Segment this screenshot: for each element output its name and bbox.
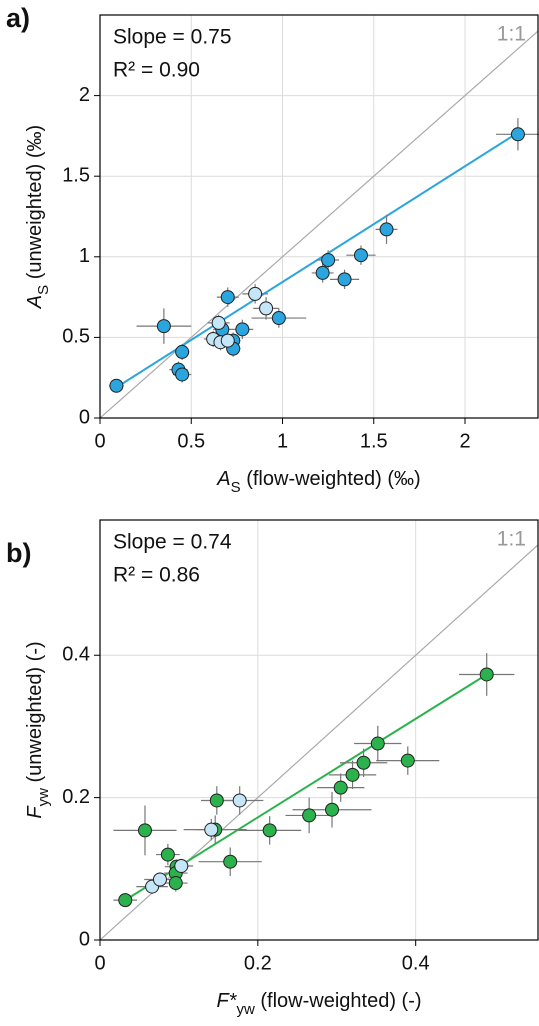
point — [259, 301, 274, 316]
annotation: R² = 0.86 — [113, 564, 200, 587]
x-tick-label: 1.5 — [360, 430, 388, 452]
x-axis-label: F*yw (flow-weighted) (-) — [216, 990, 421, 1018]
label-symbol: F — [24, 805, 46, 819]
point — [223, 854, 238, 869]
y-axis-label: AS (unweighted) (‰) — [24, 125, 52, 309]
identity-label: 1:1 — [497, 528, 526, 551]
point — [168, 876, 183, 891]
panel-label: a) — [6, 3, 30, 33]
point — [337, 272, 352, 287]
point — [345, 767, 360, 782]
y-tick-label: 0 — [79, 928, 90, 950]
point — [510, 127, 525, 142]
y-tick-label: 2 — [79, 84, 90, 106]
y-tick-label: 0.2 — [62, 786, 90, 808]
point — [160, 847, 175, 862]
y-tick-label: 0 — [79, 406, 90, 428]
x-tick-label: 2 — [459, 430, 470, 452]
point — [248, 286, 263, 301]
label-subscript: S — [231, 479, 241, 496]
plot-frame — [99, 519, 539, 941]
point — [370, 736, 385, 751]
point — [400, 753, 415, 768]
point — [118, 893, 133, 908]
point — [333, 780, 348, 795]
point — [209, 793, 224, 808]
point — [235, 322, 250, 337]
identity-line — [100, 30, 538, 418]
y-axis-label: Fyw (unweighted) (-) — [24, 641, 52, 818]
point — [353, 248, 368, 263]
point — [302, 808, 317, 823]
plot-frame — [99, 14, 539, 419]
y-tick-label: 0.4 — [62, 644, 90, 666]
label-text: (flow-weighted) (‰) — [241, 468, 421, 490]
point — [262, 823, 277, 838]
x-tick-label: 0.5 — [177, 430, 205, 452]
point — [174, 858, 189, 873]
label-symbol: A — [24, 295, 46, 309]
point — [479, 667, 494, 682]
point — [175, 367, 190, 382]
point — [271, 311, 286, 326]
point — [379, 222, 394, 237]
label-subscript: S — [35, 285, 52, 295]
label-symbol: F* — [216, 990, 237, 1012]
point — [220, 333, 235, 348]
point — [325, 802, 340, 817]
point — [356, 755, 371, 770]
x-tick-label: 0 — [94, 952, 105, 974]
y-tick-label: 1.5 — [62, 164, 90, 186]
x-tick-label: 0.4 — [402, 952, 430, 974]
y-tick-label: 1 — [79, 245, 90, 267]
point — [321, 253, 336, 268]
panel-label: b) — [6, 538, 31, 568]
point — [232, 793, 247, 808]
identity-label: 1:1 — [497, 23, 526, 46]
x-axis-label: AS (flow-weighted) (‰) — [216, 468, 420, 496]
y-tick-label: 0.5 — [62, 326, 90, 348]
annotation: R² = 0.90 — [113, 59, 200, 82]
annotation: Slope = 0.74 — [113, 531, 232, 554]
x-tick-label: 1 — [277, 430, 288, 452]
point — [152, 872, 167, 887]
point — [137, 823, 152, 838]
label-text: (unweighted) (‰) — [24, 125, 46, 285]
label-text: (unweighted) (-) — [24, 641, 46, 788]
point — [156, 319, 171, 334]
point — [204, 822, 219, 837]
label-subscript: yw — [35, 788, 52, 807]
label-symbol: A — [216, 468, 230, 490]
point — [175, 344, 190, 359]
point — [315, 265, 330, 280]
annotation: Slope = 0.75 — [113, 26, 232, 49]
x-tick-label: 0 — [94, 430, 105, 452]
point — [211, 315, 226, 330]
label-text: (flow-weighted) (-) — [255, 990, 422, 1012]
x-tick-label: 0.2 — [244, 952, 272, 974]
point — [109, 378, 124, 393]
label-subscript: yw — [236, 1001, 255, 1018]
point — [220, 290, 235, 305]
